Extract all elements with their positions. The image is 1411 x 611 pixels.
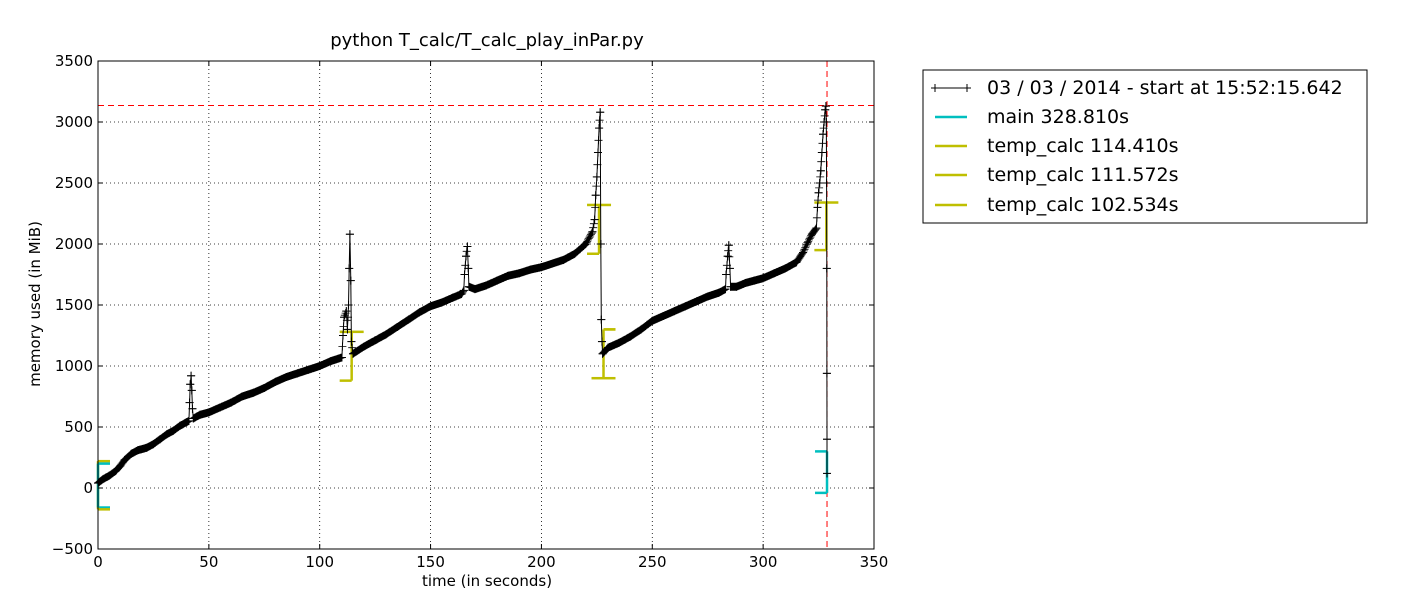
- x-tick-label-3: 150: [416, 553, 445, 571]
- x-tick-label-2: 100: [305, 553, 334, 571]
- y-tick-label-1: 0: [83, 479, 93, 497]
- chart-title: python T_calc/T_calc_play_inPar.py: [330, 30, 644, 51]
- y-tick-label-0: −500: [52, 540, 93, 558]
- grid-lines: [98, 61, 874, 549]
- memory-marker-texture: [94, 102, 831, 488]
- x-tick-label-6: 300: [749, 553, 778, 571]
- y-tick-label-7: 3000: [55, 113, 93, 131]
- legend-marker-plus-icon: [931, 84, 971, 92]
- y-axis-label: memory used (in MiB): [26, 221, 44, 387]
- x-axis-label: time (in seconds): [422, 572, 552, 590]
- legend-entry-temp-calc-3: temp_calc 102.534s: [935, 194, 1179, 216]
- legend-label-memory: 03 / 03 / 2014 - start at 15:52:15.642: [987, 77, 1343, 99]
- function-brackets: [96, 201, 839, 511]
- y-tick-label-4: 1500: [55, 296, 93, 314]
- x-tick-label-1: 50: [199, 553, 218, 571]
- y-tick-label-2: 500: [64, 418, 93, 436]
- x-tick-label-7: 350: [860, 553, 889, 571]
- legend-label-main: main 328.810s: [987, 106, 1129, 128]
- legend-entry-temp-calc-2: temp_calc 111.572s: [935, 164, 1179, 186]
- y-tick-label-5: 2000: [55, 235, 93, 253]
- x-tick-label-4: 200: [527, 553, 556, 571]
- legend-box: [922, 69, 1368, 224]
- legend-label-temp-calc-1: temp_calc 114.410s: [987, 135, 1179, 157]
- legend-entry-memory: 03 / 03 / 2014 - start at 15:52:15.642: [931, 77, 1343, 99]
- chart-legend: 03 / 03 / 2014 - start at 15:52:15.642 m…: [922, 69, 1368, 224]
- y-tick-label-6: 2500: [55, 174, 93, 192]
- legend-label-temp-calc-3: temp_calc 102.534s: [987, 194, 1179, 216]
- legend-entry-temp-calc-1: temp_calc 114.410s: [935, 135, 1179, 157]
- legend-entry-main: main 328.810s: [935, 106, 1129, 128]
- memory-series: [94, 102, 832, 488]
- y-tick-label-3: 1000: [55, 357, 93, 375]
- legend-label-temp-calc-2: temp_calc 111.572s: [987, 164, 1179, 186]
- axis-ticks: 0 50 100 150 200 250 300 350−500050010001500200…: [52, 52, 889, 571]
- x-tick-label-0: 0: [93, 553, 103, 571]
- y-tick-label-8: 3500: [55, 52, 93, 70]
- x-tick-label-5: 250: [638, 553, 667, 571]
